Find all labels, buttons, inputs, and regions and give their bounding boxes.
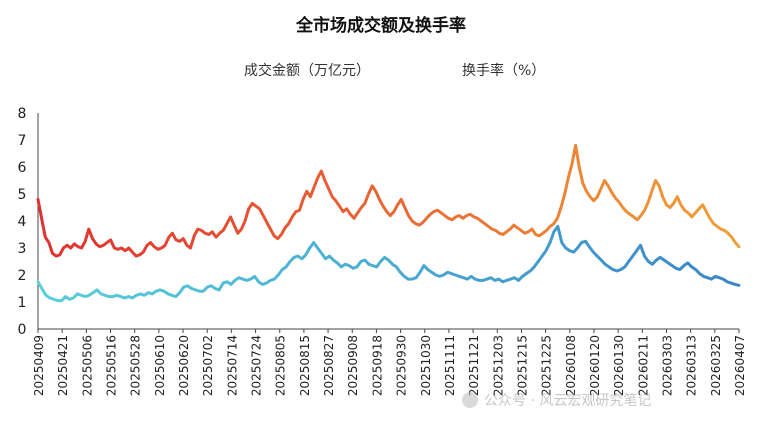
x-tick-label: 20250610 — [153, 335, 167, 396]
y-tick-label: 6 — [18, 160, 27, 176]
x-tick-label: 20250724 — [250, 335, 264, 396]
y-tick-label: 1 — [18, 295, 27, 311]
legend-label-amount: 成交金额（万亿元） — [244, 62, 370, 79]
x-tick-label: 20260407 — [733, 335, 747, 396]
y-tick-label: 5 — [18, 187, 27, 203]
x-tick-label: 20250930 — [395, 335, 409, 396]
x-tick-label: 20250528 — [129, 335, 143, 396]
x-tick-label: 20260303 — [660, 335, 674, 396]
x-tick-label: 20250714 — [225, 335, 239, 396]
x-tick-label: 20251203 — [491, 335, 505, 396]
x-tick-label: 20250421 — [56, 335, 70, 396]
y-tick-label: 0 — [18, 322, 27, 338]
x-tick-label: 20251225 — [540, 335, 554, 396]
x-tick-label: 20250805 — [274, 335, 288, 396]
x-tick-label: 20250827 — [322, 335, 336, 396]
y-tick-label: 8 — [18, 106, 27, 122]
x-tick-label: 20250506 — [80, 335, 94, 396]
plot-area — [36, 143, 741, 303]
x-tick-label: 20260120 — [588, 335, 602, 396]
y-tick-label: 2 — [18, 268, 27, 284]
series-line-turnover — [36, 143, 741, 258]
chart-title: 全市场成交额及换手率 — [295, 15, 466, 36]
x-tick-label: 20260130 — [612, 335, 626, 396]
x-tick-label: 20250815 — [298, 335, 312, 396]
x-tick-label: 20250918 — [370, 335, 384, 396]
x-tick-label: 20250908 — [346, 335, 360, 396]
series-line-amount — [36, 224, 741, 303]
x-axis: 20250409 20250421 20250506 20250516 20250528… — [32, 328, 747, 396]
x-tick-label: 20250702 — [201, 335, 215, 396]
x-tick-label: 20260313 — [685, 335, 699, 396]
x-tick-label: 20250409 — [32, 335, 46, 396]
y-tick-label: 7 — [18, 133, 27, 149]
legend-label-turnover: 换手率（%） — [462, 62, 545, 79]
x-tick-label: 20251111 — [443, 335, 457, 396]
y-tick-label: 4 — [18, 214, 27, 230]
watermark-text: 公众号 · 风云宏观研究笔记 — [484, 393, 651, 409]
x-tick-label: 20251215 — [515, 335, 529, 396]
x-tick-label: 20260108 — [564, 335, 578, 396]
y-axis: 0 1 2 3 4 5 6 7 8 — [18, 106, 39, 338]
x-tick-label: 20260325 — [709, 335, 723, 396]
watermark: 公众号 · 风云宏观研究笔记 — [462, 392, 651, 409]
legend: 成交金额（万亿元） 换手率（%） — [202, 62, 545, 79]
x-tick-label: 20260211 — [636, 335, 650, 396]
x-tick-label: 20251030 — [419, 335, 433, 396]
wechat-icon — [462, 392, 478, 408]
x-tick-label: 20251121 — [467, 335, 481, 396]
x-tick-label: 20250516 — [105, 335, 119, 396]
x-tick-label: 20250620 — [177, 335, 191, 396]
y-tick-label: 3 — [18, 241, 27, 257]
